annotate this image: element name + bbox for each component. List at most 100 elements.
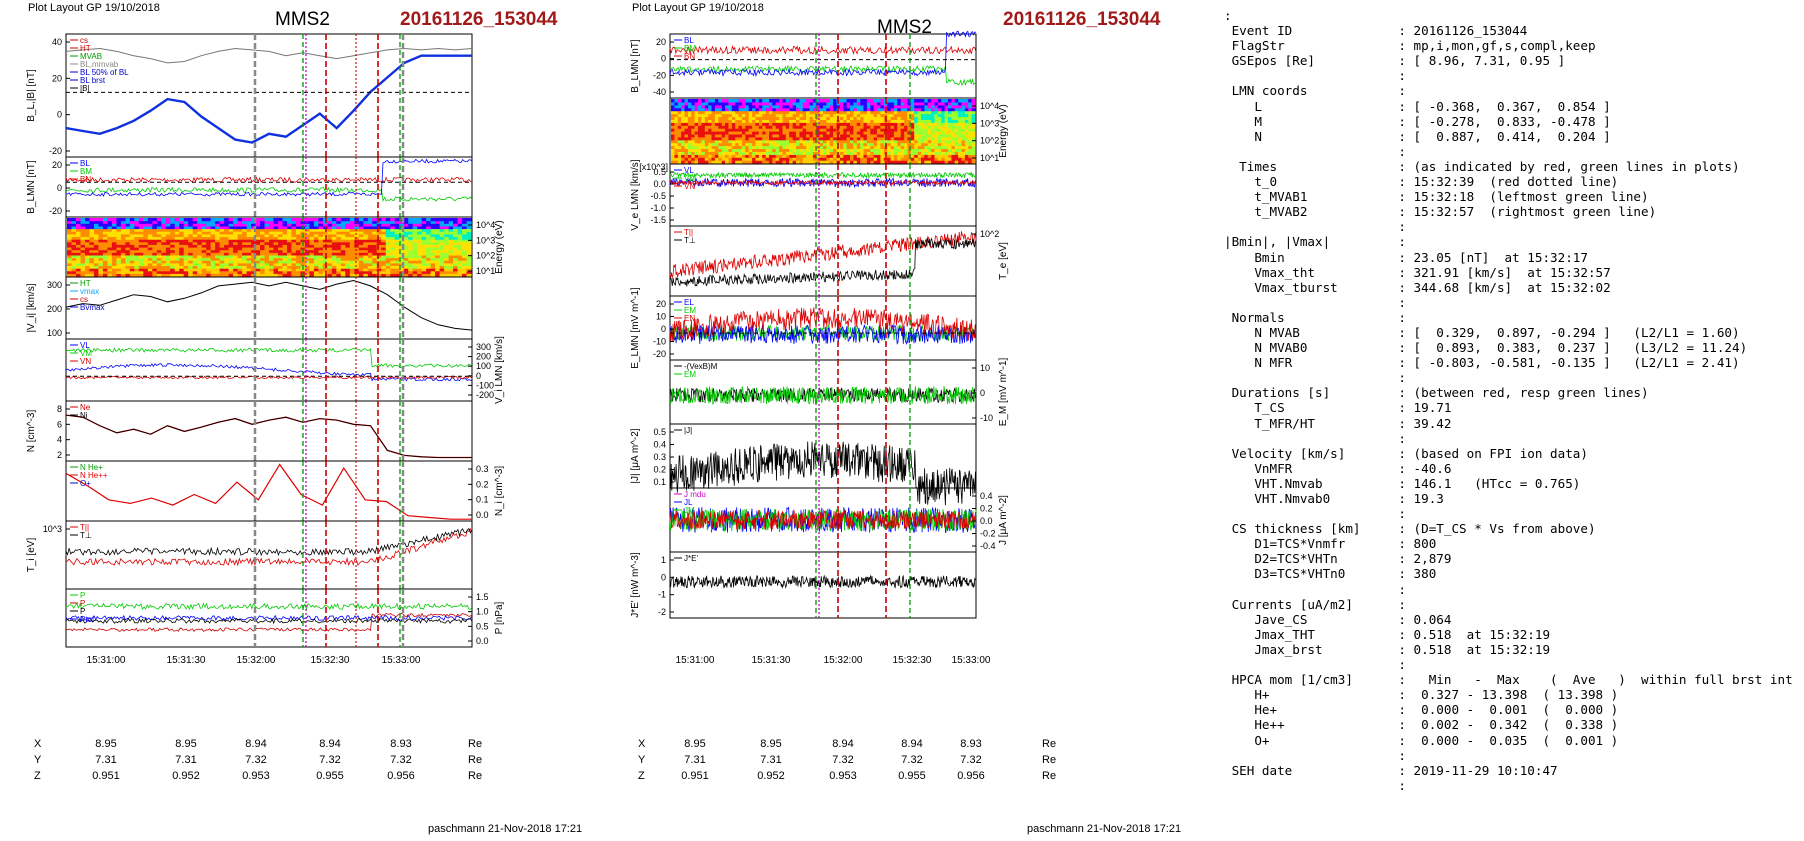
spectrogram-cell	[430, 220, 436, 224]
spectrogram-cell	[201, 273, 207, 277]
spectrogram-cell	[260, 254, 266, 259]
spectrogram-cell	[769, 101, 773, 106]
spectrogram-cell	[408, 228, 414, 232]
spectrogram-cell	[927, 110, 932, 115]
spectrogram-cell	[772, 104, 777, 109]
spectrogram-cell	[71, 265, 77, 269]
spectrogram-cell	[448, 236, 454, 240]
spectrogram-cell	[937, 151, 942, 155]
spectrogram-cell	[421, 220, 427, 224]
spectrogram-cell	[772, 128, 777, 132]
spectrogram-cell	[812, 151, 817, 155]
spectrogram-cell	[349, 241, 355, 245]
spectrogram-cell	[846, 119, 851, 123]
spectrogram-cell	[792, 154, 797, 158]
spectrogram-cell	[107, 262, 113, 266]
spectrogram-cell	[927, 157, 932, 161]
spectrogram-cell	[890, 139, 895, 144]
spectrogram-cell	[224, 252, 230, 256]
spectrogram-cell	[927, 101, 932, 106]
spectrogram-cell	[937, 113, 942, 117]
spectrogram-cell	[772, 157, 777, 161]
spectrogram-cell	[961, 133, 966, 138]
spectrogram-cell	[758, 110, 763, 115]
spectrogram-cell	[403, 236, 409, 240]
spectrogram-cell	[762, 116, 767, 120]
spectrogram-cell	[183, 265, 189, 269]
spectrogram-cell	[340, 241, 346, 245]
spectrogram-cell	[944, 145, 949, 149]
spectrogram-cell	[349, 252, 355, 256]
spectrogram-cell	[102, 257, 108, 261]
axis-tick-label: 10^1	[476, 266, 495, 276]
spectrogram-cell	[863, 133, 868, 138]
spectrogram-cell	[192, 262, 198, 266]
spectrogram-cell	[941, 128, 946, 132]
spectrogram-cell	[964, 101, 969, 106]
series-line	[669, 64, 977, 86]
spectrogram-cell	[958, 125, 963, 129]
spectrogram-cell	[156, 239, 162, 243]
spectrogram-cell	[752, 157, 757, 161]
spectrogram-cell	[684, 136, 689, 141]
spectrogram-cell	[860, 139, 865, 144]
spectrogram-cell	[711, 101, 716, 106]
spectrogram-cell	[890, 148, 895, 152]
spectrogram-cell	[453, 257, 459, 261]
spectrogram-cell	[691, 157, 696, 161]
legend-entry: T||	[684, 228, 693, 237]
spectrogram-cell	[785, 104, 790, 109]
spectrogram-cell	[152, 228, 158, 232]
spectrogram-cell	[904, 131, 909, 135]
spectrogram-cell	[701, 157, 706, 161]
spectrogram-cell	[439, 273, 445, 277]
spectrogram-cell	[138, 220, 144, 224]
spectrogram-cell	[802, 101, 807, 106]
spectrogram-cell	[255, 249, 261, 253]
spectrogram-cell	[971, 128, 976, 132]
spectrogram-cell	[448, 247, 454, 251]
spectrogram-cell	[921, 157, 925, 161]
spectrogram-cell	[684, 122, 689, 126]
spectrogram-cell	[796, 131, 800, 135]
spectrogram-cell	[381, 249, 387, 253]
spectrogram-cell	[255, 233, 261, 237]
spectrogram-cell	[853, 154, 858, 158]
spectrogram-cell	[812, 157, 817, 161]
spectrogram-cell	[179, 268, 185, 272]
spectrogram-cell	[269, 257, 275, 261]
spectrogram-cell	[890, 157, 895, 161]
spectrogram-cell	[802, 133, 807, 138]
spectrogram-cell	[873, 125, 878, 129]
spectrogram-cell	[914, 145, 919, 149]
spectrogram-cell	[782, 154, 787, 158]
spectrogram-cell	[914, 131, 919, 135]
spectrogram-cell	[71, 239, 77, 243]
spectrogram-cell	[826, 128, 831, 132]
spectrogram-cell	[349, 236, 355, 240]
spectrogram-cell	[448, 262, 454, 266]
spectrogram-cell	[282, 265, 288, 269]
spectrogram-cell	[873, 101, 878, 106]
spectrogram-cell	[215, 225, 221, 230]
spectrogram-cell	[779, 136, 784, 141]
info-line: SEH date : 2019-11-29 10:10:47	[1224, 762, 1558, 778]
spectrogram-cell	[772, 133, 777, 138]
spectrogram-cell	[331, 231, 337, 235]
spectrogram-cell	[206, 244, 212, 248]
spectrogram-cell	[246, 270, 252, 274]
spectrogram-cell	[711, 142, 716, 147]
axis-tick-label: 100	[47, 328, 62, 338]
spectrogram-cell	[385, 218, 391, 222]
spectrogram-cell	[444, 220, 450, 224]
spectrogram-cell	[738, 110, 743, 115]
axis-tick-label: -20	[653, 349, 666, 359]
spectrogram-cell	[152, 260, 158, 264]
spectrogram-cell	[890, 110, 895, 115]
spectrogram-cell	[691, 119, 696, 123]
spectrogram-cell	[466, 220, 472, 224]
spectrogram-cell	[873, 119, 878, 123]
spectrogram-cell	[691, 110, 696, 115]
spectrogram-cell	[873, 154, 878, 158]
spectrogram-cell	[964, 122, 969, 126]
